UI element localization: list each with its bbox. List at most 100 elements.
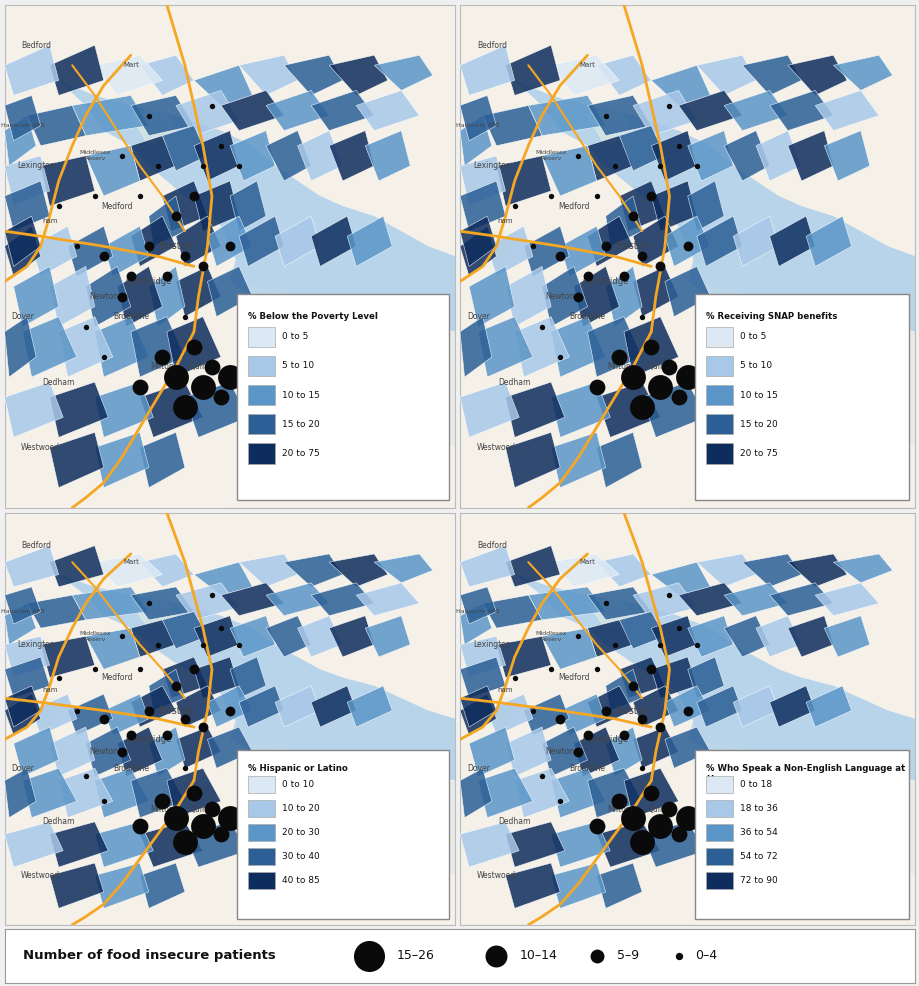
Polygon shape — [664, 727, 709, 768]
Point — [177, 399, 192, 415]
Polygon shape — [185, 822, 248, 867]
Point — [634, 399, 649, 415]
Text: Dover: Dover — [466, 313, 489, 321]
Polygon shape — [28, 106, 85, 146]
Point — [132, 188, 147, 204]
Text: Lexington: Lexington — [472, 162, 510, 171]
Point — [534, 318, 549, 334]
Polygon shape — [732, 216, 777, 266]
Point — [69, 703, 84, 719]
Text: Bedford: Bedford — [21, 40, 51, 49]
Polygon shape — [460, 383, 518, 438]
Polygon shape — [460, 657, 505, 698]
Point — [114, 289, 129, 305]
Polygon shape — [460, 603, 492, 645]
FancyBboxPatch shape — [236, 294, 448, 500]
Text: Quincy: Quincy — [189, 805, 216, 814]
Polygon shape — [230, 216, 311, 307]
Point — [232, 158, 246, 174]
Polygon shape — [5, 694, 40, 736]
Polygon shape — [208, 727, 252, 768]
Point — [506, 669, 521, 685]
Text: 72 to 90: 72 to 90 — [739, 876, 777, 884]
Text: Hanscom AFB: Hanscom AFB — [456, 609, 499, 614]
Polygon shape — [605, 196, 641, 246]
Point — [142, 107, 156, 123]
Polygon shape — [496, 636, 550, 677]
Polygon shape — [140, 383, 203, 438]
Polygon shape — [550, 554, 618, 587]
Polygon shape — [618, 181, 664, 232]
Text: 40 to 85: 40 to 85 — [281, 876, 319, 884]
Point — [680, 239, 695, 254]
Text: Medford: Medford — [101, 201, 133, 211]
Polygon shape — [5, 45, 59, 96]
Polygon shape — [5, 636, 50, 677]
Text: Medford: Medford — [558, 201, 589, 211]
Polygon shape — [632, 686, 678, 727]
Point — [662, 359, 676, 375]
Polygon shape — [95, 554, 162, 587]
Polygon shape — [560, 694, 605, 736]
Point — [580, 268, 595, 284]
Point — [643, 785, 658, 801]
Point — [244, 818, 260, 834]
Polygon shape — [723, 615, 769, 657]
Point — [611, 794, 626, 810]
Text: Brookline: Brookline — [113, 313, 149, 321]
Polygon shape — [166, 317, 221, 377]
Polygon shape — [641, 383, 705, 438]
Polygon shape — [632, 266, 678, 317]
Bar — [705, 356, 732, 376]
Text: 54 to 72: 54 to 72 — [739, 852, 777, 861]
Text: Dedham: Dedham — [42, 817, 74, 826]
Point — [616, 728, 630, 743]
Polygon shape — [130, 96, 194, 136]
Polygon shape — [723, 130, 769, 181]
Polygon shape — [632, 727, 678, 768]
Polygon shape — [587, 317, 641, 377]
Point — [168, 678, 183, 694]
Point — [177, 711, 192, 727]
Polygon shape — [130, 136, 176, 181]
Point — [588, 949, 603, 964]
Point — [213, 389, 228, 405]
Text: 18 to 36: 18 to 36 — [739, 805, 777, 813]
Point — [222, 239, 237, 254]
Polygon shape — [346, 686, 391, 727]
Polygon shape — [23, 232, 59, 266]
Polygon shape — [266, 91, 329, 130]
Polygon shape — [587, 768, 641, 817]
Polygon shape — [823, 615, 869, 657]
Polygon shape — [550, 317, 605, 377]
Polygon shape — [651, 562, 709, 596]
Point — [580, 728, 595, 743]
Point — [222, 703, 237, 719]
Polygon shape — [732, 686, 777, 727]
Text: Hanscom AFB: Hanscom AFB — [456, 123, 499, 128]
Polygon shape — [130, 216, 176, 266]
Text: Cambridge: Cambridge — [126, 735, 172, 743]
Polygon shape — [140, 822, 203, 867]
Polygon shape — [833, 55, 891, 91]
Polygon shape — [329, 55, 388, 96]
Text: Middlesex
Reserv: Middlesex Reserv — [535, 151, 566, 161]
Polygon shape — [130, 686, 176, 727]
Polygon shape — [85, 146, 140, 196]
Polygon shape — [68, 226, 113, 276]
Point — [69, 239, 84, 254]
Point — [159, 268, 174, 284]
Text: Brookline: Brookline — [569, 764, 605, 773]
Point — [123, 728, 138, 743]
Text: 5–9: 5–9 — [616, 950, 638, 962]
Polygon shape — [230, 657, 266, 698]
Point — [571, 628, 585, 644]
Polygon shape — [118, 266, 162, 326]
Polygon shape — [5, 216, 40, 266]
Polygon shape — [28, 596, 85, 628]
Point — [177, 760, 192, 776]
Point — [607, 637, 621, 653]
Polygon shape — [478, 317, 532, 377]
Text: Cambridge: Cambridge — [126, 277, 172, 286]
Polygon shape — [618, 125, 664, 171]
